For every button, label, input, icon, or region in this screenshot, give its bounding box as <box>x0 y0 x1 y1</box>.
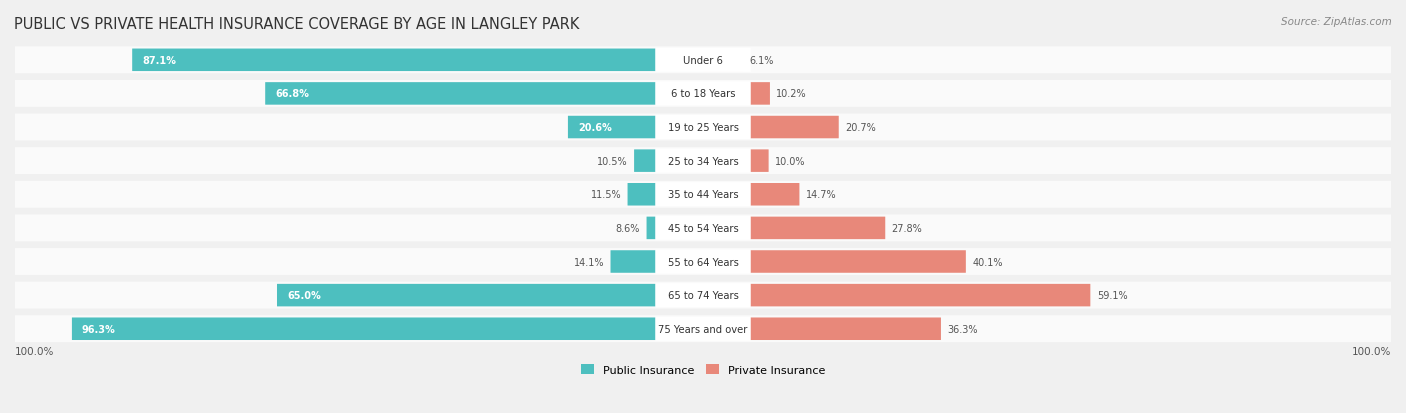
Text: 27.8%: 27.8% <box>891 223 922 233</box>
FancyBboxPatch shape <box>703 217 886 240</box>
Text: 8.6%: 8.6% <box>616 223 640 233</box>
Text: 11.5%: 11.5% <box>591 190 621 200</box>
FancyBboxPatch shape <box>703 183 800 206</box>
FancyBboxPatch shape <box>277 284 703 306</box>
Text: 75 Years and over: 75 Years and over <box>658 324 748 334</box>
Text: PUBLIC VS PRIVATE HEALTH INSURANCE COVERAGE BY AGE IN LANGLEY PARK: PUBLIC VS PRIVATE HEALTH INSURANCE COVER… <box>14 17 579 31</box>
FancyBboxPatch shape <box>634 150 703 173</box>
FancyBboxPatch shape <box>655 283 751 308</box>
Text: 96.3%: 96.3% <box>82 324 115 334</box>
Text: 65.0%: 65.0% <box>287 290 321 300</box>
FancyBboxPatch shape <box>703 150 769 173</box>
FancyBboxPatch shape <box>703 251 966 273</box>
Text: 20.6%: 20.6% <box>578 123 612 133</box>
Text: 25 to 34 Years: 25 to 34 Years <box>668 156 738 166</box>
Text: 6 to 18 Years: 6 to 18 Years <box>671 89 735 99</box>
Text: Under 6: Under 6 <box>683 56 723 66</box>
FancyBboxPatch shape <box>655 116 751 140</box>
FancyBboxPatch shape <box>655 183 751 207</box>
Text: 36.3%: 36.3% <box>948 324 979 334</box>
Text: 55 to 64 Years: 55 to 64 Years <box>668 257 738 267</box>
FancyBboxPatch shape <box>15 215 1391 242</box>
FancyBboxPatch shape <box>15 282 1391 309</box>
Text: 19 to 25 Years: 19 to 25 Years <box>668 123 738 133</box>
FancyBboxPatch shape <box>655 49 751 73</box>
FancyBboxPatch shape <box>655 216 751 240</box>
FancyBboxPatch shape <box>703 284 1090 306</box>
Text: 45 to 54 Years: 45 to 54 Years <box>668 223 738 233</box>
FancyBboxPatch shape <box>15 181 1391 208</box>
FancyBboxPatch shape <box>703 116 839 139</box>
FancyBboxPatch shape <box>655 250 751 274</box>
FancyBboxPatch shape <box>627 183 703 206</box>
Text: 14.1%: 14.1% <box>574 257 605 267</box>
FancyBboxPatch shape <box>15 316 1391 342</box>
Text: 100.0%: 100.0% <box>15 346 55 356</box>
FancyBboxPatch shape <box>15 249 1391 275</box>
Legend: Public Insurance, Private Insurance: Public Insurance, Private Insurance <box>576 360 830 380</box>
Text: 59.1%: 59.1% <box>1097 290 1128 300</box>
FancyBboxPatch shape <box>610 251 703 273</box>
Text: 87.1%: 87.1% <box>142 56 176 66</box>
Text: 10.0%: 10.0% <box>775 156 806 166</box>
Text: 20.7%: 20.7% <box>845 123 876 133</box>
FancyBboxPatch shape <box>655 82 751 106</box>
Text: 35 to 44 Years: 35 to 44 Years <box>668 190 738 200</box>
Text: Source: ZipAtlas.com: Source: ZipAtlas.com <box>1281 17 1392 26</box>
Text: 6.1%: 6.1% <box>749 56 773 66</box>
Text: 66.8%: 66.8% <box>276 89 309 99</box>
Text: 40.1%: 40.1% <box>973 257 1002 267</box>
FancyBboxPatch shape <box>266 83 703 105</box>
FancyBboxPatch shape <box>72 318 703 340</box>
FancyBboxPatch shape <box>703 318 941 340</box>
FancyBboxPatch shape <box>655 149 751 173</box>
Text: 10.2%: 10.2% <box>776 89 807 99</box>
FancyBboxPatch shape <box>15 47 1391 74</box>
FancyBboxPatch shape <box>15 114 1391 141</box>
Text: 14.7%: 14.7% <box>806 190 837 200</box>
FancyBboxPatch shape <box>568 116 703 139</box>
Text: 10.5%: 10.5% <box>598 156 627 166</box>
FancyBboxPatch shape <box>15 148 1391 175</box>
FancyBboxPatch shape <box>132 50 703 72</box>
FancyBboxPatch shape <box>15 81 1391 108</box>
Text: 100.0%: 100.0% <box>1351 346 1391 356</box>
FancyBboxPatch shape <box>703 83 770 105</box>
Text: 65 to 74 Years: 65 to 74 Years <box>668 290 738 300</box>
FancyBboxPatch shape <box>647 217 703 240</box>
FancyBboxPatch shape <box>655 317 751 341</box>
FancyBboxPatch shape <box>703 50 742 72</box>
